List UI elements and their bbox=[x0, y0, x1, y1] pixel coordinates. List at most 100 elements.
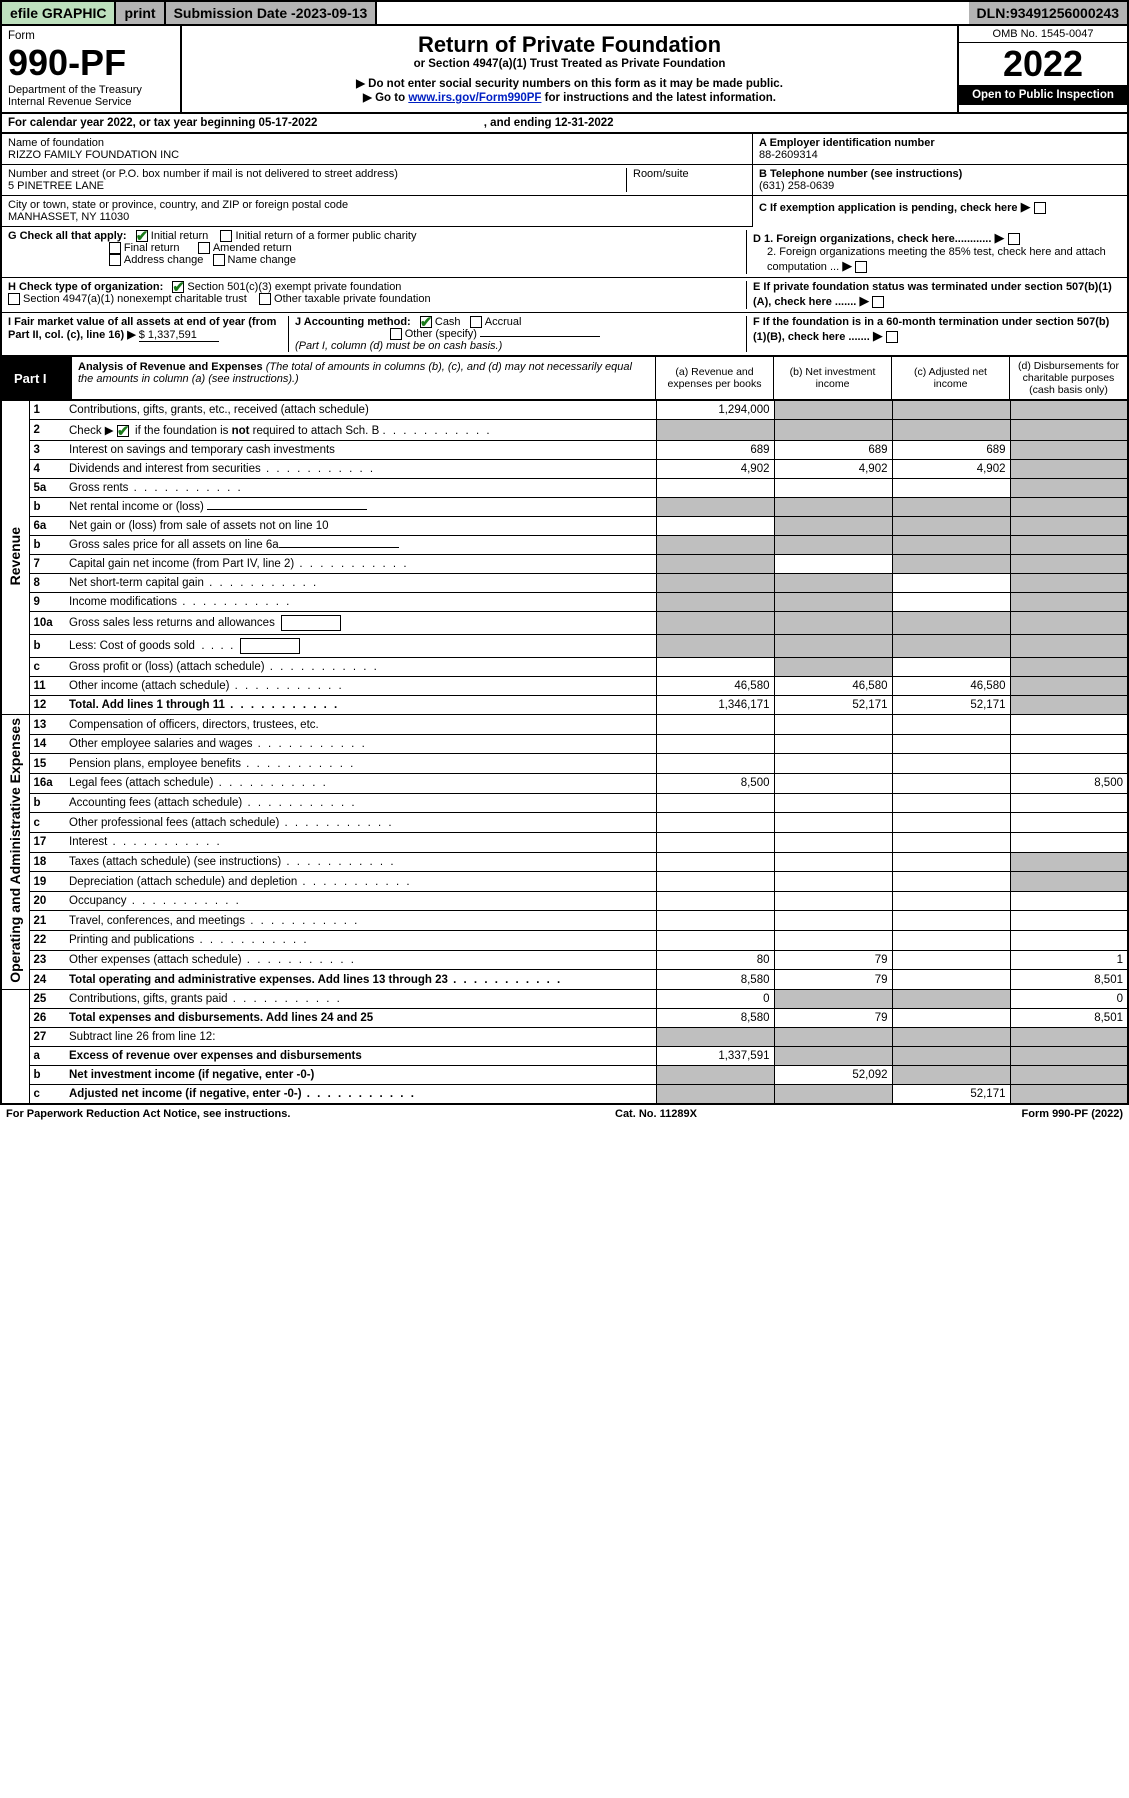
form-ref: Form 990-PF (2022) bbox=[1022, 1108, 1124, 1120]
j-accrual-label: Accrual bbox=[485, 316, 522, 328]
g-final-label: Final return bbox=[124, 242, 180, 254]
line-num: b bbox=[29, 498, 65, 517]
sch-b-checkbox[interactable] bbox=[117, 425, 129, 437]
line-num: b bbox=[29, 635, 65, 658]
page-footer: For Paperwork Reduction Act Notice, see … bbox=[0, 1105, 1129, 1123]
c-checkbox[interactable] bbox=[1034, 202, 1046, 214]
g-address-checkbox[interactable] bbox=[109, 254, 121, 266]
ein-label: A Employer identification number bbox=[759, 137, 1121, 149]
cell-c: 4,902 bbox=[892, 460, 1010, 479]
d2-checkbox[interactable] bbox=[855, 261, 867, 273]
line-desc: Excess of revenue over expenses and disb… bbox=[65, 1046, 656, 1065]
line-num: 24 bbox=[29, 970, 65, 990]
line-desc: Taxes (attach schedule) (see instruction… bbox=[65, 852, 656, 872]
cell-a: 4,902 bbox=[656, 460, 774, 479]
cell-d: 8,501 bbox=[1010, 1008, 1128, 1027]
line-num: a bbox=[29, 1046, 65, 1065]
g-amended-checkbox[interactable] bbox=[198, 242, 210, 254]
expenses-side-label: Operating and Administrative Expenses bbox=[1, 715, 29, 990]
line-num: 11 bbox=[29, 677, 65, 696]
line-desc: Interest bbox=[65, 832, 656, 852]
dept-treasury: Department of the Treasury bbox=[8, 84, 174, 96]
city-label: City or town, state or province, country… bbox=[8, 199, 746, 211]
ein-value: 88-2609314 bbox=[759, 149, 1121, 161]
goto-line: ▶ Go to www.irs.gov/Form990PF for instru… bbox=[190, 90, 949, 104]
cell-a: 1,294,000 bbox=[656, 401, 774, 420]
j-cash-checkbox[interactable] bbox=[420, 316, 432, 328]
cell-b: 4,902 bbox=[774, 460, 892, 479]
cell-c: 689 bbox=[892, 441, 1010, 460]
g-initial-former-label: Initial return of a former public charit… bbox=[235, 230, 416, 242]
cell-a: 80 bbox=[656, 950, 774, 970]
cell-b: 52,092 bbox=[774, 1065, 892, 1084]
d1-label: D 1. Foreign organizations, check here..… bbox=[753, 233, 991, 245]
line-num: 6a bbox=[29, 517, 65, 536]
j-accrual-checkbox[interactable] bbox=[470, 316, 482, 328]
h-other-checkbox[interactable] bbox=[259, 293, 271, 305]
cell-c: 52,171 bbox=[892, 1084, 1010, 1104]
cell-a: 689 bbox=[656, 441, 774, 460]
g-final-checkbox[interactable] bbox=[109, 242, 121, 254]
col-c-header: (c) Adjusted net income bbox=[891, 357, 1009, 399]
line-desc: Other expenses (attach schedule) bbox=[65, 950, 656, 970]
e-checkbox[interactable] bbox=[872, 296, 884, 308]
cell-d: 8,500 bbox=[1010, 774, 1128, 794]
g-initial-former-checkbox[interactable] bbox=[220, 230, 232, 242]
j-other-checkbox[interactable] bbox=[390, 328, 402, 340]
i-value: $ 1,337,591 bbox=[139, 329, 219, 342]
line-num: c bbox=[29, 1084, 65, 1104]
j-note: (Part I, column (d) must be on cash basi… bbox=[295, 340, 502, 352]
line-num: 3 bbox=[29, 441, 65, 460]
instructions-link[interactable]: www.irs.gov/Form990PF bbox=[408, 92, 541, 104]
submission-date: Submission Date - 2023-09-13 bbox=[166, 2, 378, 24]
line-num: 20 bbox=[29, 891, 65, 911]
j-cash-label: Cash bbox=[435, 316, 461, 328]
cell-c: 52,171 bbox=[892, 696, 1010, 715]
line-num: 16a bbox=[29, 774, 65, 794]
line-num: 10a bbox=[29, 612, 65, 635]
j-other-label: Other (specify) bbox=[405, 328, 477, 340]
line-num: 12 bbox=[29, 696, 65, 715]
line-num: 19 bbox=[29, 872, 65, 892]
line-desc: Accounting fees (attach schedule) bbox=[65, 793, 656, 813]
line-desc: Legal fees (attach schedule) bbox=[65, 774, 656, 794]
line-num: 5a bbox=[29, 479, 65, 498]
h-label: H Check type of organization: bbox=[8, 281, 163, 293]
cell-a: 8,500 bbox=[656, 774, 774, 794]
line-desc: Adjusted net income (if negative, enter … bbox=[65, 1084, 656, 1104]
street-address: 5 PINETREE LANE bbox=[8, 180, 626, 192]
d1-checkbox[interactable] bbox=[1008, 233, 1020, 245]
name-label: Name of foundation bbox=[8, 137, 746, 149]
line-desc: Compensation of officers, directors, tru… bbox=[65, 715, 656, 735]
g-name-checkbox[interactable] bbox=[213, 254, 225, 266]
h-501c3-checkbox[interactable] bbox=[172, 281, 184, 293]
line-desc: Subtract line 26 from line 12: bbox=[65, 1027, 656, 1046]
g-initial-checkbox[interactable] bbox=[136, 230, 148, 242]
cell-d bbox=[1010, 401, 1128, 420]
line-desc: Pension plans, employee benefits bbox=[65, 754, 656, 774]
line-num: 14 bbox=[29, 734, 65, 754]
h-4947-checkbox[interactable] bbox=[8, 293, 20, 305]
revenue-side-label: Revenue bbox=[1, 401, 29, 715]
ssn-warning: ▶ Do not enter social security numbers o… bbox=[190, 76, 949, 90]
cell-a: 46,580 bbox=[656, 677, 774, 696]
form-word: Form bbox=[8, 30, 174, 42]
cell-b: 79 bbox=[774, 950, 892, 970]
line-num: b bbox=[29, 1065, 65, 1084]
efile-graphic-label: efile GRAPHIC bbox=[2, 2, 116, 24]
line-desc: Total expenses and disbursements. Add li… bbox=[65, 1008, 656, 1027]
print-button[interactable]: print bbox=[116, 2, 165, 24]
line-num: c bbox=[29, 813, 65, 833]
cat-no: Cat. No. 11289X bbox=[615, 1108, 697, 1120]
form-subtitle: or Section 4947(a)(1) Trust Treated as P… bbox=[190, 58, 949, 70]
line-num: 8 bbox=[29, 574, 65, 593]
line-num: 9 bbox=[29, 593, 65, 612]
cell-a: 1,346,171 bbox=[656, 696, 774, 715]
line-desc: Gross sales less returns and allowances bbox=[65, 612, 656, 635]
cell-d: 1 bbox=[1010, 950, 1128, 970]
open-to-public: Open to Public Inspection bbox=[959, 85, 1127, 105]
line-num: 2 bbox=[29, 420, 65, 441]
line-num: b bbox=[29, 793, 65, 813]
f-checkbox[interactable] bbox=[886, 331, 898, 343]
room-label: Room/suite bbox=[633, 168, 746, 180]
